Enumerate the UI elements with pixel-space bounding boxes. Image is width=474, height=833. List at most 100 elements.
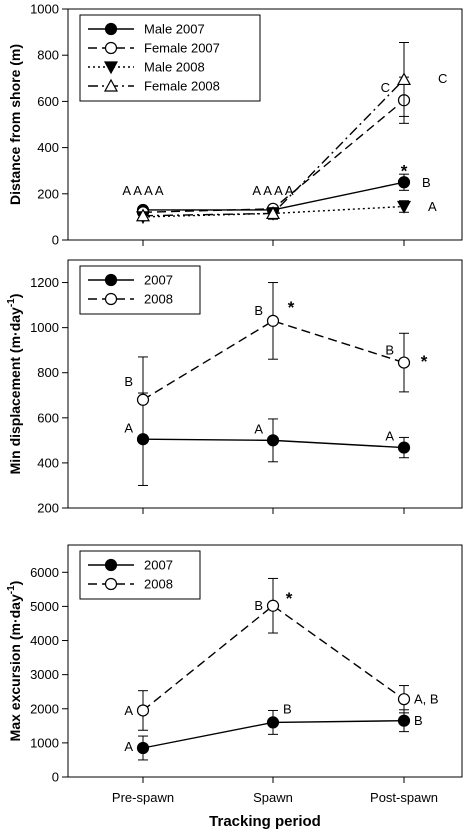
series-1 [136,392,411,486]
significance-letter: C [381,80,390,95]
legend-swatch-marker [104,292,118,306]
legend-label: 2007 [144,558,173,573]
y-tick-label: 0 [52,770,59,785]
legend-box [79,265,201,315]
y-tick-label: 800 [37,48,59,63]
y-tick-label: 6000 [30,565,59,580]
y-tick-label: 3000 [30,667,59,682]
y-axis-label-superscript: -1 [6,585,17,594]
series-line [142,78,405,217]
y-tick-label: 800 [37,365,59,380]
legend-label: Female 2008 [144,79,220,94]
y-tick-label: 200 [37,186,59,201]
legend-swatch-marker [103,61,119,75]
significance-letter: A, B [414,692,439,707]
y-axis-label-text: Min displacement (m·day [7,307,23,474]
y-axis-label-text: Distance from shore (m) [7,44,23,205]
significance-star: * [401,161,408,180]
significance-letter: B [254,598,263,613]
significance-star: * [286,589,293,608]
y-tick-label: 1000 [30,735,59,750]
significance-letter: C [438,71,447,86]
significance-letter: B [414,713,423,728]
legend-label: 2008 [144,292,173,307]
plot-frame [67,8,463,241]
significance-letter: A A A A [122,183,164,198]
data-point [135,208,151,222]
y-axis-label-close: ) [7,581,23,586]
series-4 [135,41,412,222]
y-axis-label-superscript: -1 [6,298,17,307]
data-point [396,200,412,214]
series-1 [136,709,411,761]
x-tick-label: Spawn [253,790,293,805]
x-axis-label: Tracking period [209,813,321,830]
significance-star: * [421,352,428,371]
y-tick-label: 200 [37,501,59,516]
legend-swatch-marker [104,558,118,572]
y-tick-label: 600 [37,410,59,425]
y-axis-label: Distance from shore (m) [7,44,23,205]
y-tick-label: 400 [37,140,59,155]
legend-label: Male 2008 [144,60,205,75]
y-tick-label: 1000 [30,2,59,17]
y-tick-label: 0 [52,233,59,248]
significance-letter: B [283,701,292,716]
y-tick-label: 5000 [30,599,59,614]
series-line [142,604,405,712]
x-tick-label: Pre-spawn [112,790,174,805]
data-point [266,599,280,612]
significance-letter: A [124,703,133,718]
data-point [397,176,411,189]
chart-panel-1: 0 200 400 600 800 1000 Distance from shore (m)… [7,2,463,248]
y-tick-label: 400 [37,455,59,470]
data-point [397,356,411,369]
legend-swatch-marker [104,41,118,55]
significance-letter: A [428,199,437,214]
data-point [136,393,150,406]
data-point [396,72,412,86]
data-point [397,441,411,454]
y-axis-label: Max excursion (m·day-1) [6,581,23,742]
significance-letter: A [254,422,263,437]
significance-star: * [288,298,295,317]
legend-swatch-marker [104,22,118,36]
legend-label: Female 2007 [144,41,220,56]
significance-letter: B [254,303,263,318]
chart-panel-2: 200 400 600 800 1000 1200 Min displacement (m·… [6,259,463,516]
y-tick-label: 1000 [30,320,59,335]
data-point [397,714,411,727]
series-line [142,320,405,401]
significance-letter: B [385,343,394,358]
plot-frame [67,259,463,509]
data-point [397,693,411,706]
y-axis-label-text: Max excursion (m·day [7,594,23,741]
data-point [266,716,280,729]
significance-letter: A [385,428,394,443]
data-point [265,206,281,220]
y-tick-label: 1200 [30,275,59,290]
plot-frame [67,544,463,778]
significance-letter: A [124,420,133,435]
legend-label: 2007 [144,273,173,288]
significance-letter: B [422,175,431,190]
significance-letter: B [124,374,133,389]
data-point [266,434,280,447]
significance-letter: A A A A [252,183,294,198]
series-2 [136,282,411,444]
x-tick-label: Post-spawn [370,790,438,805]
y-axis-label: Min displacement (m·day-1) [6,294,23,475]
chart-panel-3: 0 1000 2000 3000 4000 5000 6000 Pre-spawn Spawn P… [6,544,463,830]
series-2 [136,577,411,731]
data-point [136,704,150,717]
data-point [266,314,280,327]
legend-label: 2008 [144,577,173,592]
legend-box [79,550,201,600]
y-axis-label-close: ) [7,294,23,299]
y-tick-label: 600 [37,94,59,109]
legend-swatch-marker [104,273,118,287]
y-tick-label: 4000 [30,633,59,648]
y-tick-label: 2000 [30,701,59,716]
significance-letter: A [124,739,133,754]
